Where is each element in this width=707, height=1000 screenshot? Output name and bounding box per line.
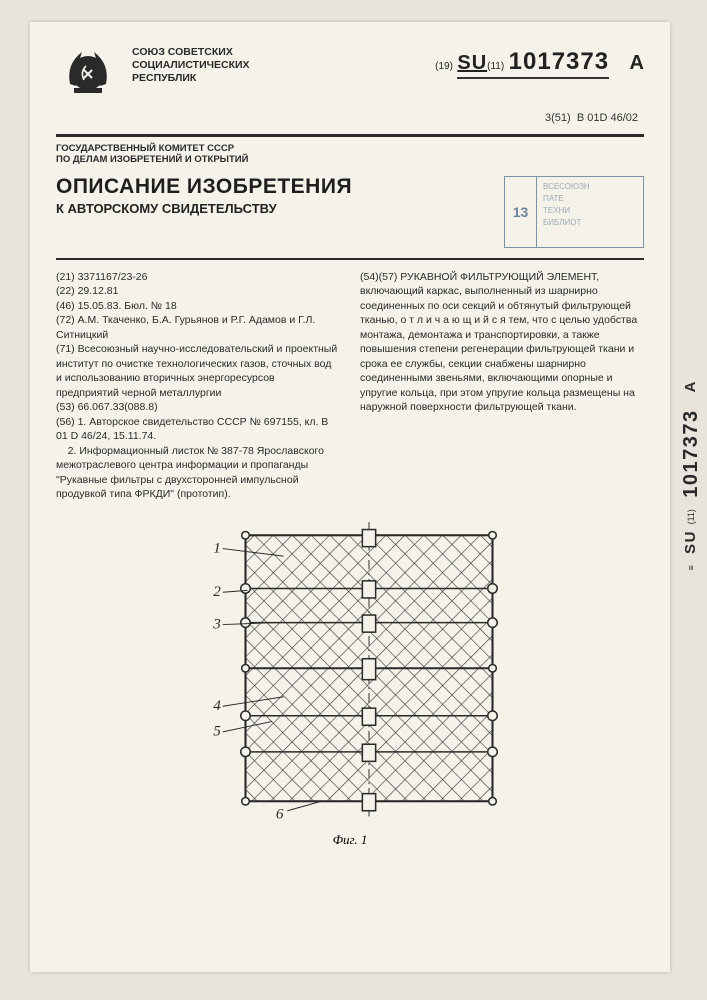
field-53: (53) 66.067.33(088.8) — [56, 400, 340, 414]
document-number: (19) SU(11) 1017373 A — [435, 40, 644, 79]
field-72: (72) А.М. Ткаченко, Б.А. Гурьянов и Р.Г.… — [56, 313, 340, 342]
title-block: ОПИСАНИЕ ИЗОБРЕТЕНИЯ К АВТОРСКОМУ СВИДЕТ… — [56, 176, 490, 216]
fig-label-3: 3 — [212, 615, 221, 632]
field-46: (46) 15.05.83. Бюл. № 18 — [56, 299, 340, 313]
ussr-emblem-icon — [56, 40, 120, 102]
stamp-lines: ВСЕСОЮЗН ПАТЕ ТЕХНИ БИБЛИОТ — [537, 177, 643, 247]
figure-caption: Фиг. 1 — [56, 832, 644, 848]
right-column: (54)(57) РУКАВНОЙ ФИЛЬТРУЮЩИЙ ЭЛЕМЕНТ, в… — [360, 270, 644, 502]
title-row: ОПИСАНИЕ ИЗОБРЕТЕНИЯ К АВТОРСКОМУ СВИДЕТ… — [56, 176, 644, 248]
side-doc-number: ≡ SU (11) 1017373 A — [680, 380, 703, 571]
patent-page: СОЮЗ СОВЕТСКИХ СОЦИАЛИСТИЧЕСКИХ РЕСПУБЛИ… — [30, 22, 670, 972]
ipc-code: 3(51) B 01D 46/02 — [56, 112, 644, 124]
union-text: СОЮЗ СОВЕТСКИХ СОЦИАЛИСТИЧЕСКИХ РЕСПУБЛИ… — [132, 40, 423, 85]
fig-label-2: 2 — [213, 583, 221, 600]
title-sub: К АВТОРСКОМУ СВИДЕТЕЛЬСТВУ — [56, 201, 490, 216]
field-56-1: (56) 1. Авторское свидетельство СССР № 6… — [56, 415, 340, 444]
abstract: (54)(57) РУКАВНОЙ ФИЛЬТРУЮЩИЙ ЭЛЕМЕНТ, в… — [360, 270, 644, 415]
committee: ГОСУДАРСТВЕННЫЙ КОМИТЕТ СССР ПО ДЕЛАМ ИЗ… — [56, 143, 644, 166]
field-21: (21) 3371167/23-26 — [56, 270, 340, 284]
body-columns: (21) 3371167/23-26 (22) 29.12.81 (46) 15… — [56, 270, 644, 502]
library-stamp: 13 ВСЕСОЮЗН ПАТЕ ТЕХНИ БИБЛИОТ — [504, 176, 644, 248]
fig-label-5: 5 — [213, 722, 221, 739]
rule-mid — [56, 258, 644, 260]
header: СОЮЗ СОВЕТСКИХ СОЦИАЛИСТИЧЕСКИХ РЕСПУБЛИ… — [56, 40, 644, 102]
fig-label-1: 1 — [213, 539, 221, 556]
figure-1: 1 2 3 4 5 6 — [56, 516, 644, 830]
left-column: (21) 3371167/23-26 (22) 29.12.81 (46) 15… — [56, 270, 340, 502]
fig-label-4: 4 — [213, 697, 221, 714]
fig-label-6: 6 — [276, 805, 284, 822]
rule-top — [56, 134, 644, 137]
field-71: (71) Всесоюзный научно-исследовательский… — [56, 342, 340, 400]
stamp-number: 13 — [505, 177, 537, 247]
field-22: (22) 29.12.81 — [56, 284, 340, 298]
title-main: ОПИСАНИЕ ИЗОБРЕТЕНИЯ — [56, 176, 490, 197]
field-56-2: 2. Информационный листок № 387-78 Яросла… — [56, 444, 340, 502]
